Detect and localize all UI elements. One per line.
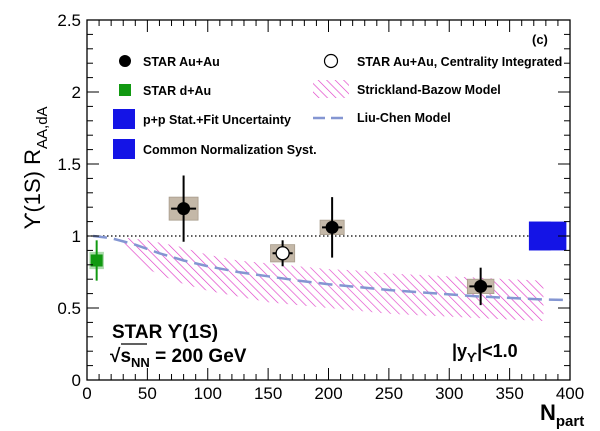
y-axis-title: ϒ(1S) RAA,dA (20, 106, 51, 229)
data-point-au-au (177, 202, 191, 216)
data-point-d-au (90, 254, 103, 267)
y-tick-label: 2 (72, 83, 81, 102)
tick-labels: 0 50 100 150 200 250 300 350 400 0 0.5 1 1.5 2 2.5 (57, 11, 584, 403)
y-tick-label: 1.5 (57, 155, 81, 174)
legend: STAR Au+Au STAR d+Au p+p Stat.+Fit Uncer… (113, 53, 562, 159)
data-points (90, 202, 488, 293)
strickland-bazow-band-area (123, 237, 544, 321)
liu-chen-model-line (92, 234, 571, 302)
x-tick-label: 400 (556, 384, 584, 403)
legend-label-d-au: STAR d+Au (143, 84, 211, 98)
legend-marker-integrated (323, 53, 339, 69)
legend-label-liu-chen: Liu-Chen Model (357, 111, 451, 125)
uncertainty-boxes (528, 221, 567, 251)
legend-label-integrated: STAR Au+Au, Centrality Integrated (357, 55, 562, 69)
x-tick-label: 350 (495, 384, 523, 403)
legend-marker-d-au (119, 84, 131, 96)
legend-label-pp-uncertainty: p+p Stat.+Fit Uncertainty (143, 113, 291, 127)
liu-chen-curve (92, 234, 571, 302)
axis-ticks (86, 19, 571, 381)
energy-label: √sNN = 200 GeV (110, 346, 247, 370)
x-tick-label: 200 (314, 384, 342, 403)
x-tick-label: 50 (138, 384, 157, 403)
y-tick-label: 1 (72, 227, 81, 246)
legend-label-au-au: STAR Au+Au (143, 55, 220, 69)
legend-marker-strickland (313, 80, 349, 98)
data-point-integrated (275, 246, 290, 261)
y-tick-label: 2.5 (57, 11, 81, 30)
y-tick-label: 0 (72, 371, 81, 390)
legend-label-norm-syst: Common Normalization Syst. (143, 143, 317, 157)
legend-label-strickland: Strickland-Bazow Model (357, 83, 501, 97)
x-tick-label: 150 (254, 384, 282, 403)
strickland-bazow-band (123, 237, 544, 321)
x-tick-label: 300 (435, 384, 463, 403)
legend-marker-pp-uncertainty (113, 109, 135, 129)
data-point-au-au (325, 220, 339, 234)
legend-marker-norm-syst (113, 139, 135, 159)
rapidity-label: |yϒ|<1.0 (452, 341, 518, 365)
x-tick-label: 250 (375, 384, 403, 403)
y-tick-label: 0.5 (57, 299, 81, 318)
x-tick-label: 100 (194, 384, 222, 403)
x-axis-title: Npart (540, 400, 584, 430)
panel-label: (c) (532, 32, 548, 47)
pp-stat-fit-uncertainty-box (528, 221, 551, 251)
legend-marker-au-au (119, 55, 131, 67)
star-upsilon-label: STAR ϒ(1S) (112, 322, 218, 343)
x-tick-label: 0 (82, 384, 91, 403)
data-point-au-au (474, 279, 488, 293)
